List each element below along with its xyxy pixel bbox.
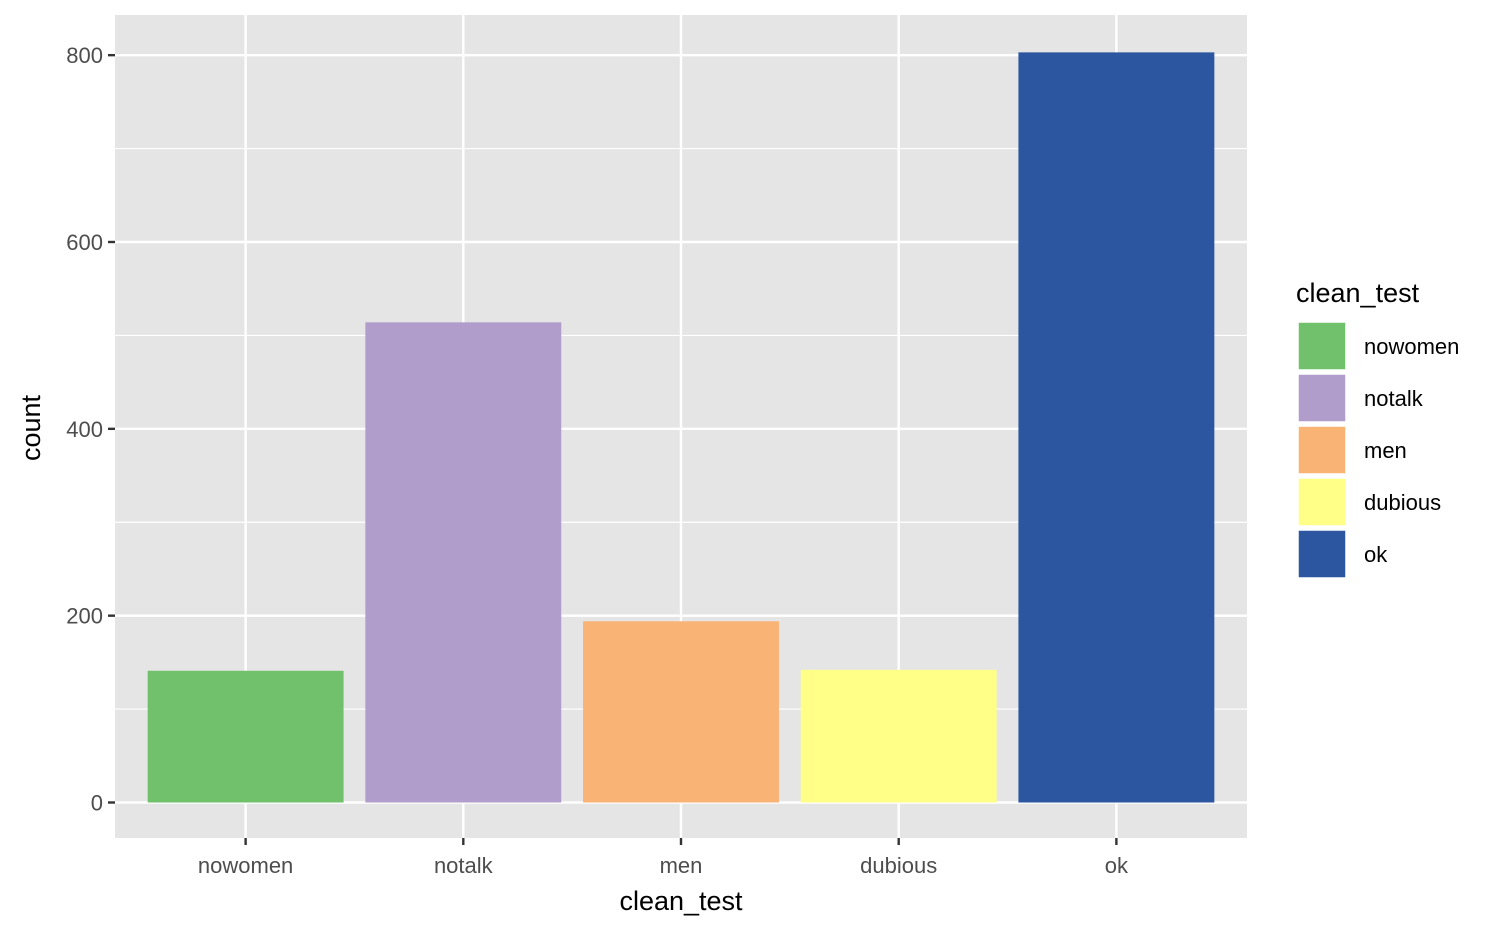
y-axis-title: count bbox=[16, 394, 46, 461]
bar-notalk bbox=[365, 322, 562, 803]
legend-key-nowomen bbox=[1297, 321, 1347, 371]
x-axis: nowomen notalk men dubious ok bbox=[198, 838, 1129, 878]
y-tick-label: 800 bbox=[66, 43, 103, 68]
bar-men bbox=[583, 621, 779, 803]
y-tick-label: 400 bbox=[66, 417, 103, 442]
x-tick-label-ok: ok bbox=[1105, 853, 1129, 878]
x-tick-label-dubious: dubious bbox=[860, 853, 937, 878]
legend-key-ok bbox=[1297, 529, 1347, 579]
y-tick-label: 200 bbox=[66, 604, 103, 629]
legend-label-dubious: dubious bbox=[1364, 490, 1441, 515]
legend-key-notalk bbox=[1297, 373, 1347, 423]
bar-nowomen bbox=[147, 670, 344, 803]
legend-key-dubious bbox=[1297, 477, 1347, 527]
x-axis-title: clean_test bbox=[619, 886, 743, 916]
legend-label-men: men bbox=[1364, 438, 1407, 463]
legend-key-men bbox=[1297, 425, 1347, 475]
bars bbox=[147, 52, 1215, 803]
y-tick-label: 0 bbox=[91, 791, 103, 816]
y-axis: 0 200 400 600 800 bbox=[66, 43, 115, 816]
x-tick-label-notalk: notalk bbox=[434, 853, 494, 878]
legend-title: clean_test bbox=[1296, 278, 1420, 308]
legend-label-ok: ok bbox=[1364, 542, 1388, 567]
legend: clean_test nowomen notalk men dubious ok bbox=[1296, 278, 1459, 579]
x-tick-label-nowomen: nowomen bbox=[198, 853, 293, 878]
legend-label-notalk: notalk bbox=[1364, 386, 1424, 411]
x-tick-label-men: men bbox=[660, 853, 703, 878]
legend-label-nowomen: nowomen bbox=[1364, 334, 1459, 359]
y-tick-label: 600 bbox=[66, 230, 103, 255]
bar-ok bbox=[1018, 52, 1215, 803]
bar-dubious bbox=[800, 669, 997, 803]
